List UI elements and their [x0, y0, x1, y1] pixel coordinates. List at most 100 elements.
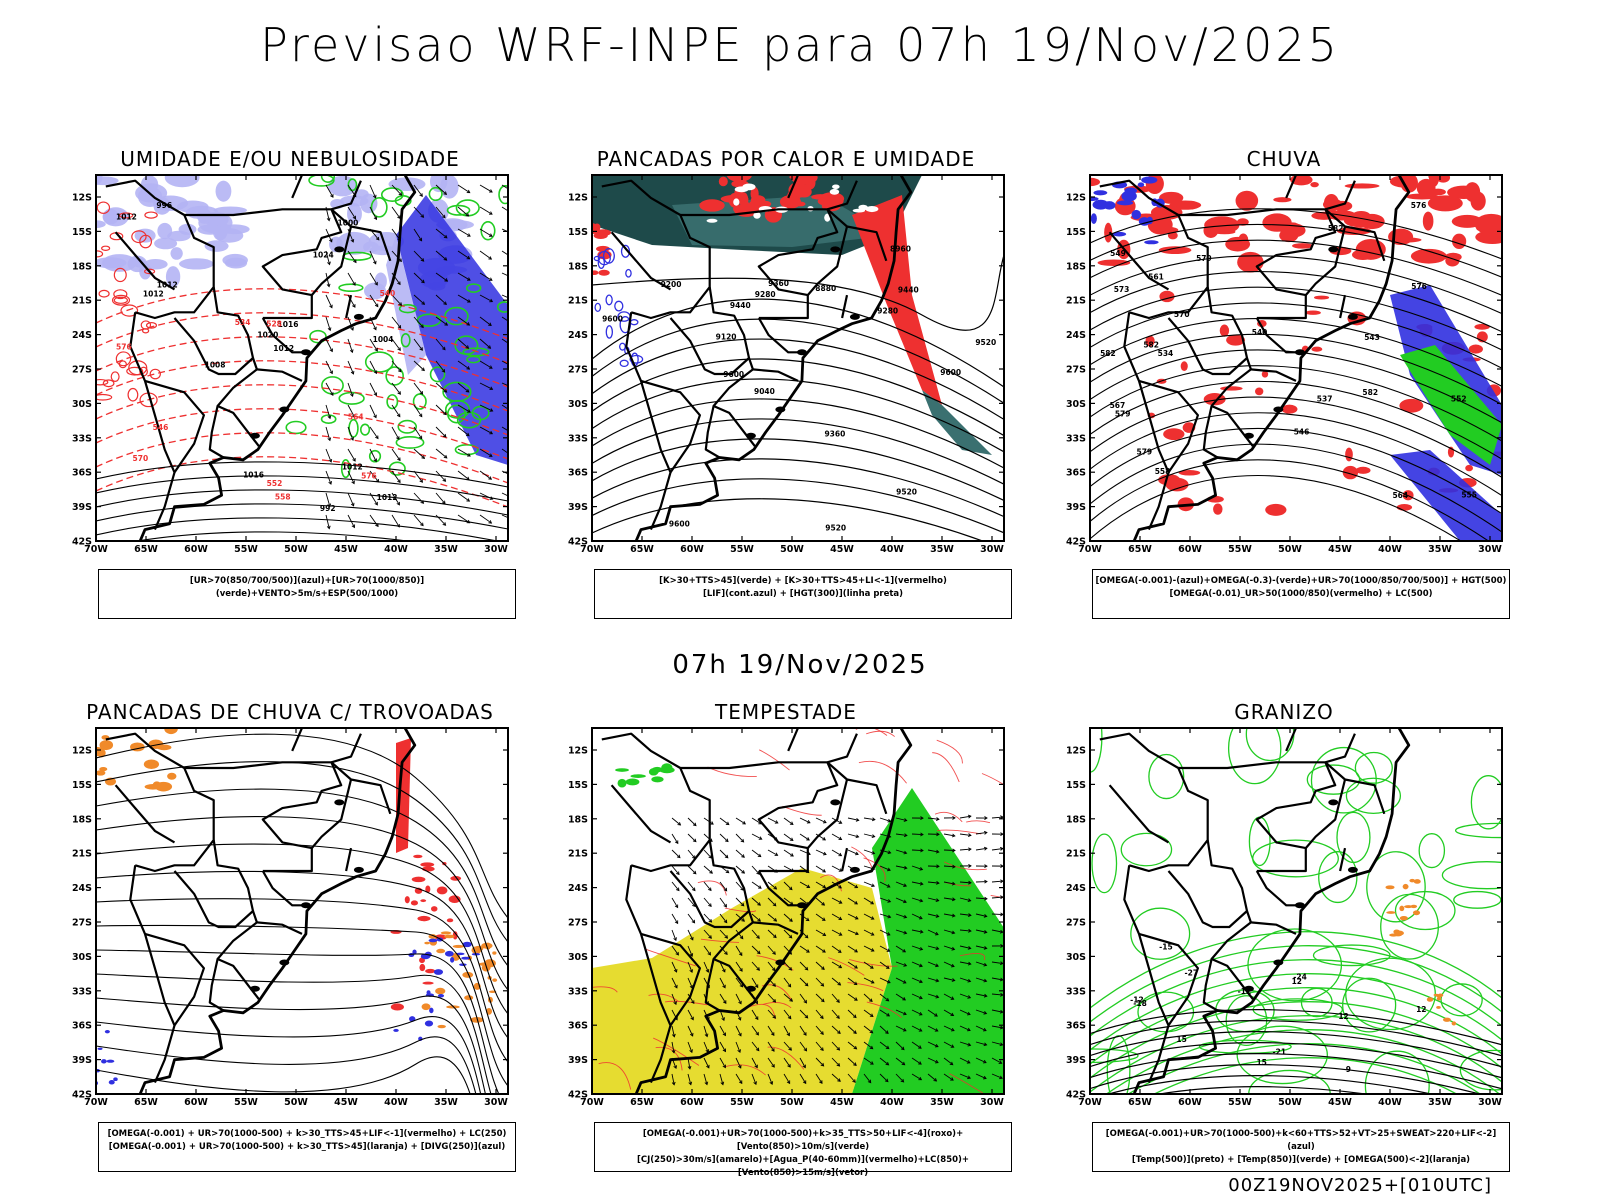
contour-label: 576: [1411, 201, 1427, 210]
lon-tick-label: 45W: [830, 544, 854, 555]
lat-tick-label: 42S: [1066, 1090, 1086, 1101]
panel-title: GRANIZO: [1234, 700, 1334, 724]
lon-tick-label: 65W: [1128, 544, 1152, 555]
contour-label: 555: [1461, 491, 1477, 500]
lat-tick-label: 15S: [72, 780, 92, 791]
lat-tick-label: 21S: [72, 296, 92, 307]
panel-title: TEMPESTADE: [715, 700, 857, 724]
contour-label: 1008: [205, 361, 226, 370]
contour-label: 9440: [730, 301, 751, 310]
contour-label: -18: [1133, 999, 1147, 1008]
legend-line: [Temp(500)](preto) + [Temp(850)](verde) …: [1131, 1155, 1471, 1165]
contour-label: 582: [1143, 340, 1159, 349]
contour-label: 576: [361, 471, 377, 480]
lat-tick-label: 33S: [568, 433, 588, 444]
legend-box: [OMEGA(-0.001)+UR>70(1000-500)+k<60+TTS>…: [1092, 1122, 1510, 1172]
lon-tick-label: 65W: [134, 1097, 158, 1108]
contour-label: 1012: [273, 344, 294, 353]
lat-tick-label: 39S: [568, 1055, 588, 1066]
lat-tick-label: 42S: [1066, 537, 1086, 548]
contour-label: 1016: [278, 320, 299, 329]
contour-label: 9360: [768, 279, 789, 288]
contour-label: 534: [1158, 349, 1174, 358]
lat-tick-label: 12S: [1066, 746, 1086, 757]
contour-label: -24: [1293, 973, 1307, 982]
lon-tick-label: 30W: [484, 544, 508, 555]
lat-tick-label: 33S: [1066, 986, 1086, 997]
lon-tick-label: 35W: [930, 544, 954, 555]
lon-tick-label: 35W: [434, 1097, 458, 1108]
legend-box: [OMEGA(-0.001)-(azul)+OMEGA(-0.3)-(verde…: [1092, 569, 1510, 619]
lat-tick-label: 15S: [1066, 227, 1086, 238]
contour-label: 1012: [377, 493, 398, 502]
contour-label: 1020: [257, 331, 278, 340]
lat-tick-label: 42S: [72, 537, 92, 548]
lon-tick-label: 70W: [580, 1097, 604, 1108]
contour-label: 8960: [890, 244, 911, 253]
lon-tick-label: 40W: [1378, 1097, 1402, 1108]
lon-tick-label: 60W: [1178, 544, 1202, 555]
lat-tick-label: 42S: [568, 1090, 588, 1101]
lon-tick-label: 45W: [334, 1097, 358, 1108]
lon-tick-label: 55W: [1228, 544, 1252, 555]
lat-tick-label: 24S: [568, 883, 588, 894]
contour-label: 9280: [755, 290, 776, 299]
lat-tick-label: 36S: [568, 1021, 588, 1032]
lon-tick-label: 40W: [880, 1097, 904, 1108]
lat-tick-label: 15S: [1066, 780, 1086, 791]
legend-box: [K>30+TTS>45](verde) + [K>30+TTS>45+LI<-…: [594, 569, 1012, 619]
lon-tick-label: 60W: [680, 544, 704, 555]
contour-label: 996: [156, 201, 172, 210]
contour-label: 9600: [669, 519, 690, 528]
lon-tick-label: 50W: [1278, 544, 1302, 555]
lon-tick-label: 40W: [1378, 544, 1402, 555]
contour-label: 8880: [815, 284, 836, 293]
contour-label: 576: [1411, 282, 1427, 291]
lon-tick-label: 65W: [1128, 1097, 1152, 1108]
contour-label: 1012: [157, 281, 178, 290]
contour-label: 1004: [373, 335, 394, 344]
legend-line: [OMEGA(-0.001)-(azul)+OMEGA(-0.3)-(verde…: [1095, 576, 1507, 586]
legend-box: [UR>70(850/700/500)](azul)+[UR>70(1000/8…: [98, 569, 516, 619]
lon-tick-label: 70W: [1078, 544, 1102, 555]
contour-label: 12: [1416, 1005, 1426, 1014]
legend-box: [OMEGA(-0.001) + UR>70(1000-500) + k>30_…: [98, 1122, 516, 1172]
lat-tick-label: 24S: [568, 330, 588, 341]
lon-tick-label: 45W: [334, 544, 358, 555]
lat-tick-label: 24S: [72, 883, 92, 894]
contour-label: 1012: [116, 213, 137, 222]
contour-label: 1012: [342, 462, 363, 471]
legend-line: [OMEGA(-0.001)+UR>70(1000-500)+k>35_TTS>…: [642, 1129, 964, 1152]
lat-tick-label: 27S: [568, 918, 588, 929]
lat-tick-label: 18S: [72, 814, 92, 825]
lat-tick-label: 30S: [568, 399, 588, 410]
lat-tick-label: 36S: [568, 468, 588, 479]
lat-tick-label: 21S: [1066, 296, 1086, 307]
lat-tick-label: 18S: [1066, 814, 1086, 825]
contour-label: 9600: [940, 368, 961, 377]
panel-title: UMIDADE E/OU NEBULOSIDADE: [120, 147, 460, 171]
lon-tick-label: 55W: [1228, 1097, 1252, 1108]
lon-tick-label: 55W: [730, 1097, 754, 1108]
legend-line: [CJ(250)>30m/s](amarelo)+[Agua_P(40-60mm…: [636, 1155, 970, 1178]
panel-title: PANCADAS POR CALOR E UMIDADE: [596, 147, 976, 171]
lon-tick-label: 45W: [830, 1097, 854, 1108]
lat-tick-label: 33S: [568, 986, 588, 997]
contour-label: 552: [1451, 394, 1467, 403]
contour-label: 1000: [338, 219, 359, 228]
contour-label: 564: [1392, 491, 1408, 500]
lat-tick-label: 33S: [1066, 433, 1086, 444]
contour-label: 15: [1176, 1035, 1186, 1044]
lat-tick-label: 30S: [1066, 952, 1086, 963]
contour-label: 528: [266, 319, 282, 328]
contour-label: 9: [1346, 1065, 1351, 1074]
lat-tick-label: 36S: [72, 1021, 92, 1032]
legend-line: [LIF](cont.azul) + [HGT(300)](linha pret…: [702, 589, 904, 599]
contour-label: 9120: [716, 332, 737, 341]
lon-tick-label: 50W: [284, 544, 308, 555]
contour-label: 9600: [723, 370, 744, 379]
contour-label: 1012: [143, 290, 164, 299]
lon-tick-label: 60W: [680, 1097, 704, 1108]
contour-label: 9520: [975, 338, 996, 347]
